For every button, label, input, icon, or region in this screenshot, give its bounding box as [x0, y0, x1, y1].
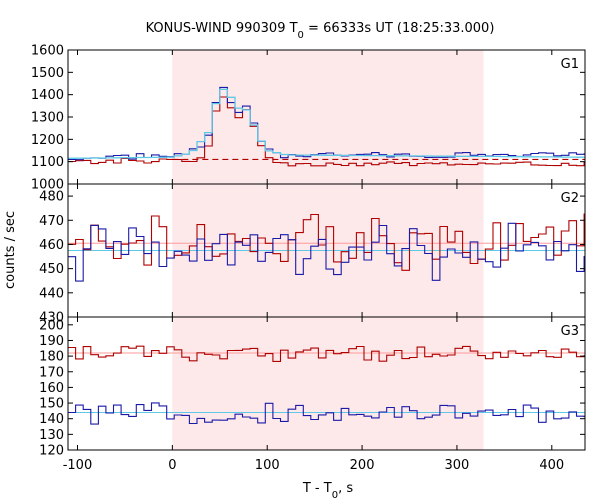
y-tick-label: 160	[39, 381, 64, 396]
red-series-g1	[68, 96, 585, 167]
panel-label-g3: G3	[561, 324, 579, 339]
y-tick-label: 440	[39, 286, 64, 301]
y-tick-label: 430	[39, 311, 64, 326]
x-tick-label: -100	[63, 458, 93, 473]
y-tick-label: 1500	[31, 66, 64, 81]
shaded-interval-g3	[172, 317, 484, 450]
chart-title: KONUS-WIND 990309 T0 = 66333s UT (18:25:…	[146, 21, 495, 41]
y-axis-label: counts / sec	[3, 211, 18, 289]
blue-series-g2	[68, 222, 585, 282]
plot-area-g2	[68, 213, 585, 282]
shaded-interval-g1	[172, 50, 484, 184]
y-tick-label: 480	[39, 190, 64, 205]
x-tick-label: 100	[255, 458, 280, 473]
y-tick-label: 1100	[31, 155, 64, 170]
x-tick-label: 400	[539, 458, 564, 473]
y-tick-label: 170	[39, 365, 64, 380]
x-tick-label: 200	[350, 458, 375, 473]
y-tick-label: 140	[39, 412, 64, 427]
y-tick-label: 1300	[31, 111, 64, 126]
y-tick-label: 130	[39, 428, 64, 443]
y-tick-label: 470	[39, 214, 64, 229]
plot-area-g1	[68, 86, 585, 184]
y-tick-label: 190	[39, 334, 64, 349]
y-tick-label: 180	[39, 350, 64, 365]
panel-g2: 430 440 450 460 470 480 G2	[39, 183, 586, 326]
panel-frame-g3	[67, 316, 586, 451]
panel-label-g1: G1	[561, 57, 579, 72]
cyan-series-g1	[68, 88, 585, 159]
y-tick-label: 200	[39, 318, 64, 333]
red-series-g2	[68, 213, 585, 271]
y-tick-label: 120	[39, 444, 64, 459]
red-series-g3	[68, 345, 585, 362]
blue-series-g3	[68, 402, 585, 425]
y-tick-label: 1400	[31, 88, 64, 103]
panel-g1: 1000 1100 1200 1300 1400 1500 1600 G1	[31, 44, 586, 193]
x-axis-label: T - T0, s	[302, 481, 353, 500]
blue-series-g1	[68, 86, 585, 161]
y-tick-label: 1200	[31, 133, 64, 148]
plot-area-g3	[68, 345, 585, 425]
x-tick-label: 0	[168, 458, 176, 473]
panels-group: 1000110012001300140015001600G14304404504…	[31, 44, 586, 473]
y-tick-label: 450	[39, 262, 64, 277]
y-tick-label: 150	[39, 397, 64, 412]
y-tick-label: 1600	[31, 44, 64, 59]
y-tick-label: 460	[39, 238, 64, 253]
panel-label-g2: G2	[561, 191, 579, 206]
y-tick-label: 1000	[31, 178, 64, 193]
x-tick-label: 300	[445, 458, 470, 473]
